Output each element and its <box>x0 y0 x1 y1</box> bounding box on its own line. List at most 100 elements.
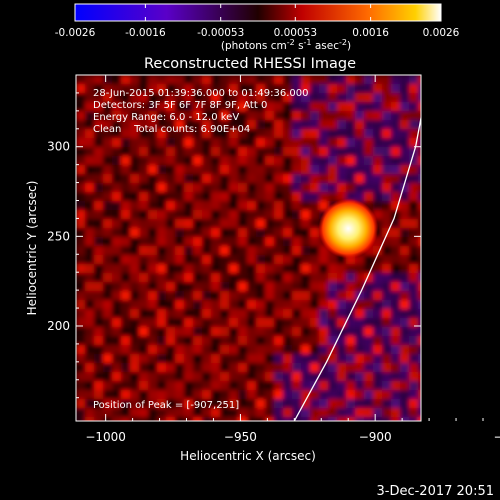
texture-cell <box>364 345 374 355</box>
texture-cell <box>130 219 140 229</box>
texture-cell <box>157 111 167 121</box>
texture-cell <box>265 138 275 148</box>
texture-cell <box>229 354 239 364</box>
texture-cell <box>220 183 230 193</box>
texture-cell <box>211 336 221 346</box>
texture-cell <box>229 174 239 184</box>
texture-cell <box>103 102 113 112</box>
texture-cell <box>328 291 338 301</box>
texture-cell <box>148 399 158 409</box>
texture-cell <box>274 264 284 274</box>
texture-cell <box>184 372 194 382</box>
texture-cell <box>211 282 221 292</box>
texture-cell <box>400 219 410 229</box>
texture-cell <box>148 273 158 283</box>
texture-cell <box>265 282 275 292</box>
texture-cell <box>292 192 302 202</box>
texture-cell <box>85 282 95 292</box>
texture-cell <box>157 138 167 148</box>
texture-cell <box>229 165 239 175</box>
texture-cell <box>418 309 421 319</box>
texture-cell <box>130 336 140 346</box>
texture-cell <box>229 345 239 355</box>
texture-cell <box>175 291 185 301</box>
texture-cell <box>112 156 122 166</box>
texture-cell <box>112 210 122 220</box>
texture-cell <box>274 129 284 139</box>
texture-cell <box>184 75 194 85</box>
texture-cell <box>337 282 347 292</box>
texture-cell <box>184 183 194 193</box>
texture-cell <box>229 264 239 274</box>
texture-cell <box>121 273 131 283</box>
texture-cell <box>310 210 320 220</box>
texture-cell <box>121 237 131 247</box>
texture-cell <box>346 111 356 121</box>
texture-cell <box>400 291 410 301</box>
texture-cell <box>391 354 401 364</box>
texture-cell <box>193 354 203 364</box>
texture-cell <box>193 192 203 202</box>
texture-cell <box>256 363 266 373</box>
texture-cell <box>103 417 113 421</box>
texture-cell <box>175 381 185 391</box>
texture-cell <box>130 147 140 157</box>
texture-cell <box>382 408 392 418</box>
texture-cell <box>364 417 374 421</box>
texture-cell <box>229 327 239 337</box>
texture-cell <box>229 417 239 421</box>
texture-cell <box>238 399 248 409</box>
texture-cell <box>229 138 239 148</box>
texture-cell <box>355 282 365 292</box>
texture-cell <box>373 345 383 355</box>
texture-cell <box>157 228 167 238</box>
texture-cell <box>121 399 131 409</box>
texture-cell <box>355 156 365 166</box>
texture-cell <box>211 102 221 112</box>
texture-cell <box>184 129 194 139</box>
texture-cell <box>310 129 320 139</box>
texture-cell <box>121 264 131 274</box>
texture-cell <box>283 111 293 121</box>
texture-cell <box>283 255 293 265</box>
texture-cell <box>346 129 356 139</box>
texture-cell <box>355 75 365 85</box>
texture-cell <box>364 102 374 112</box>
texture-cell <box>373 300 383 310</box>
texture-cell <box>301 354 311 364</box>
texture-cell <box>247 156 257 166</box>
texture-cell <box>382 183 392 193</box>
texture-cell <box>175 183 185 193</box>
texture-cell <box>202 390 212 400</box>
texture-cell <box>184 93 194 103</box>
texture-cell <box>94 165 104 175</box>
texture-cell <box>319 372 329 382</box>
texture-cell <box>418 192 421 202</box>
texture-cell <box>202 417 212 421</box>
texture-cell <box>247 300 257 310</box>
texture-cell <box>337 390 347 400</box>
texture-cell <box>103 390 113 400</box>
texture-cell <box>418 165 421 175</box>
texture-cell <box>130 417 140 421</box>
texture-cell <box>139 93 149 103</box>
texture-cell <box>292 282 302 292</box>
texture-cell <box>85 318 95 328</box>
texture-cell <box>247 192 257 202</box>
texture-cell <box>166 381 176 391</box>
texture-cell <box>112 345 122 355</box>
texture-cell <box>355 390 365 400</box>
texture-cell <box>364 309 374 319</box>
texture-cell <box>256 237 266 247</box>
texture-cell <box>274 372 284 382</box>
texture-cell <box>112 219 122 229</box>
texture-cell <box>355 93 365 103</box>
texture-cell <box>337 336 347 346</box>
texture-cell <box>319 147 329 157</box>
texture-cell <box>184 102 194 112</box>
texture-cell <box>346 363 356 373</box>
texture-cell <box>229 318 239 328</box>
texture-cell <box>319 84 329 94</box>
texture-cell <box>193 273 203 283</box>
texture-cell <box>409 183 419 193</box>
